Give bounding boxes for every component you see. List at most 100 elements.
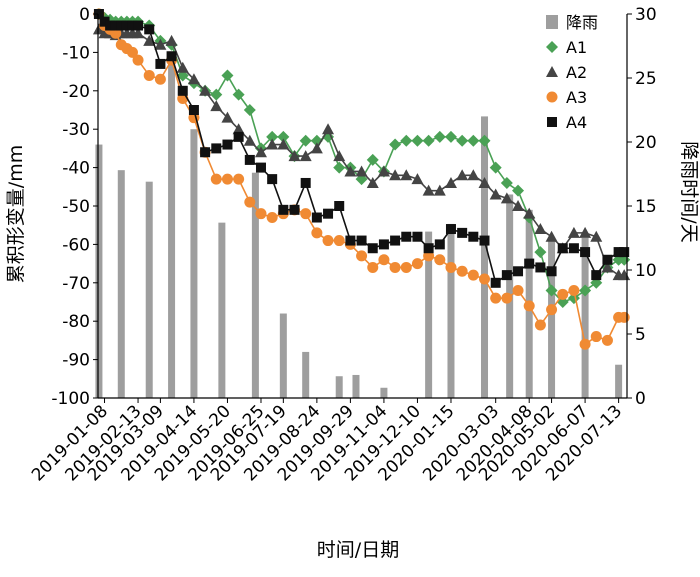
data-point — [501, 292, 513, 304]
data-point — [512, 284, 524, 296]
data-point — [233, 131, 244, 142]
data-point — [323, 208, 334, 219]
legend-label: A3 — [566, 88, 587, 107]
data-point — [400, 169, 413, 181]
data-point — [322, 123, 335, 135]
data-point — [567, 226, 580, 238]
data-point — [390, 235, 401, 246]
rain-bar — [548, 238, 556, 398]
data-point — [590, 331, 602, 343]
data-point — [92, 23, 105, 35]
data-point — [300, 177, 311, 188]
data-point — [166, 51, 177, 62]
series-line — [98, 13, 625, 285]
data-point — [200, 147, 211, 158]
rain-bar — [251, 172, 259, 398]
data-point — [277, 130, 290, 143]
data-point — [501, 270, 512, 281]
data-point — [389, 169, 402, 181]
data-point — [311, 227, 323, 239]
data-point — [545, 284, 558, 297]
rain-bar — [481, 116, 489, 399]
data-point — [591, 270, 602, 281]
legend-swatch — [546, 66, 558, 77]
data-point — [411, 134, 424, 147]
legend-swatch — [546, 15, 558, 29]
data-point — [479, 235, 490, 246]
y-tick-label-left: -20 — [62, 82, 90, 102]
data-point — [557, 243, 568, 254]
data-point — [93, 9, 104, 19]
data-point — [568, 243, 579, 254]
data-point — [535, 262, 546, 273]
data-point — [602, 254, 613, 265]
data-point — [121, 20, 132, 31]
legend-swatch — [547, 117, 557, 127]
data-point — [422, 184, 435, 196]
data-point — [467, 169, 480, 181]
data-point — [378, 254, 390, 266]
legend-swatch — [546, 91, 558, 103]
legend-item-a4: A4 — [547, 113, 587, 132]
legend-label: 降雨 — [566, 13, 598, 32]
data-point — [222, 139, 233, 150]
data-point — [188, 105, 199, 115]
data-point — [557, 288, 569, 300]
rain-bar — [352, 374, 360, 398]
data-point — [144, 24, 155, 35]
data-point — [165, 34, 178, 46]
data-point — [412, 231, 423, 242]
data-point — [176, 61, 189, 73]
data-point — [457, 227, 468, 238]
data-point — [255, 162, 266, 173]
y-tick-label-left: -10 — [62, 43, 90, 63]
data-point — [579, 284, 592, 297]
rain-bar — [190, 129, 198, 398]
data-point — [523, 300, 535, 312]
data-point — [456, 169, 469, 181]
data-point — [266, 138, 279, 150]
data-point — [534, 246, 547, 259]
data-point — [433, 130, 446, 143]
data-point — [400, 134, 413, 147]
data-point — [155, 58, 166, 69]
data-point — [310, 142, 323, 154]
data-point — [333, 161, 346, 174]
data-point — [580, 247, 591, 258]
data-point — [423, 243, 434, 254]
data-point — [210, 88, 223, 101]
data-point — [110, 20, 121, 31]
data-point — [132, 54, 144, 66]
data-point — [210, 100, 223, 112]
legend-swatch — [546, 41, 558, 53]
y-tick-label-left: -70 — [62, 274, 90, 294]
data-point — [255, 208, 267, 220]
data-point — [266, 130, 279, 143]
data-point — [199, 84, 212, 96]
data-point — [143, 34, 156, 46]
series-line — [98, 28, 625, 276]
y-tick-label-right: 20 — [635, 133, 657, 153]
data-point — [322, 235, 334, 247]
rain-bars — [95, 57, 623, 399]
data-point — [434, 239, 445, 250]
y-tick-label-left: -30 — [62, 120, 90, 140]
rain-bar — [168, 57, 176, 399]
data-point — [289, 204, 300, 215]
data-point — [143, 69, 155, 81]
data-point — [221, 69, 234, 82]
y-tick-label-left: -80 — [62, 312, 90, 332]
data-point — [444, 176, 457, 188]
rain-bar — [581, 238, 589, 398]
data-point — [211, 143, 222, 154]
data-point — [468, 231, 479, 242]
data-point — [478, 176, 491, 188]
y-tick-label-right: 25 — [635, 69, 657, 89]
data-point — [378, 239, 389, 250]
legend: 降雨 A1 A2 A3 A4 — [546, 13, 598, 132]
data-point — [266, 212, 278, 224]
data-point — [233, 173, 245, 185]
data-point — [456, 265, 468, 277]
data-point — [389, 138, 402, 151]
